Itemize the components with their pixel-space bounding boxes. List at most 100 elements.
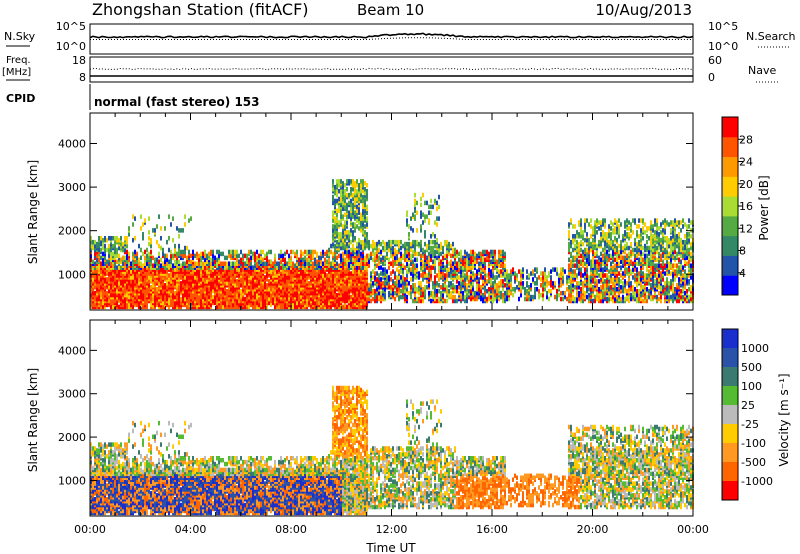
power-cell: [232, 285, 234, 290]
freq-panel: Freq. [MHz] 18 8 60 0 Nave: [2, 54, 778, 84]
power-cell: [122, 261, 124, 266]
power-cell: [398, 275, 400, 280]
power-cell: [522, 281, 524, 286]
power-cell: [322, 249, 324, 255]
power-cell: [516, 285, 518, 290]
power-cell: [260, 267, 262, 272]
power-cell: [116, 273, 118, 278]
power-cell: [442, 255, 444, 261]
power-cell: [422, 259, 424, 265]
power-cell: [390, 285, 392, 290]
power-cell: [500, 249, 502, 255]
power-cell: [342, 285, 344, 290]
power-cell: [234, 249, 236, 255]
power-cell: [390, 271, 392, 276]
power-cell: [340, 290, 342, 296]
power-cell: [280, 288, 282, 294]
power-cell: [404, 257, 406, 263]
power-cell: [142, 267, 144, 272]
power-cell: [94, 261, 96, 266]
power-cell: [126, 296, 128, 302]
power-cell: [404, 241, 406, 247]
power-cell: [170, 263, 172, 268]
power-cell: [382, 255, 384, 261]
power-cell: [110, 261, 112, 266]
power-cell: [366, 253, 368, 259]
power-cell: [496, 294, 498, 300]
power-cell: [358, 210, 360, 215]
power-cell: [158, 214, 160, 219]
power-cell: [374, 251, 376, 257]
power-cell: [504, 273, 506, 278]
power-cell: [426, 279, 428, 284]
power-cell: [348, 214, 350, 219]
power-cell: [328, 273, 330, 278]
power-cell: [446, 263, 448, 268]
power-cell: [302, 257, 304, 263]
power-cell: [384, 281, 386, 286]
power-cell: [250, 283, 252, 288]
power-cell: [92, 239, 94, 245]
power-cell: [216, 300, 218, 306]
power-cell: [204, 257, 206, 263]
power-cell: [142, 296, 144, 302]
power-cell: [324, 251, 326, 257]
power-cell: [420, 228, 422, 233]
sky-panel: N.Sky 10^5 10^0 10^5 10^0 N.Search: [4, 20, 796, 55]
power-cell: [506, 294, 508, 300]
power-cell: [196, 251, 198, 257]
power-cell: [194, 279, 196, 284]
power-cell: [378, 294, 380, 300]
power-cell: [372, 257, 374, 263]
power-cell: [198, 296, 200, 302]
power-cell: [412, 277, 414, 282]
power-cell: [360, 243, 362, 249]
power-cell: [486, 279, 488, 284]
power-cell: [514, 279, 516, 284]
power-cell: [280, 259, 282, 265]
power-cell: [132, 255, 134, 261]
power-cell: [236, 300, 238, 306]
power-cell: [228, 261, 230, 266]
power-cell: [460, 273, 462, 278]
power-cell: [364, 224, 366, 229]
power-cell: [340, 179, 342, 184]
power-cell: [432, 265, 434, 270]
power-cell: [464, 273, 466, 278]
power-cell: [344, 224, 346, 229]
sky-noise-line: [89, 32, 694, 39]
power-cell: [370, 243, 372, 249]
power-cell: [102, 257, 104, 263]
power-cell: [370, 255, 372, 261]
power-cell: [498, 249, 500, 255]
power-cell: [452, 283, 454, 288]
power-cell: [118, 253, 120, 259]
power-cell: [506, 279, 508, 284]
power-cell: [158, 251, 160, 257]
power-cell: [412, 249, 414, 255]
power-cell: [232, 302, 234, 308]
power-cell: [240, 257, 242, 263]
power-cell: [488, 271, 490, 276]
power-cell: [166, 261, 168, 266]
power-cell: [174, 300, 176, 306]
power-cell: [378, 273, 380, 278]
power-cell: [336, 255, 338, 261]
power-cell: [184, 249, 186, 255]
power-cell: [112, 243, 114, 249]
power-cell: [328, 263, 330, 268]
power-cell: [168, 273, 170, 278]
power-cell: [288, 257, 290, 263]
power-cell: [168, 283, 170, 288]
power-cell: [362, 285, 364, 290]
power-cell: [502, 257, 504, 263]
power-cell: [338, 300, 340, 306]
power-cell: [508, 273, 510, 278]
power-cell: [356, 224, 358, 229]
power-cell: [272, 261, 274, 266]
power-cell: [408, 290, 410, 296]
power-cell: [146, 304, 148, 310]
power-cell: [358, 196, 360, 202]
power-cell: [236, 249, 238, 255]
power-cell: [420, 253, 422, 259]
